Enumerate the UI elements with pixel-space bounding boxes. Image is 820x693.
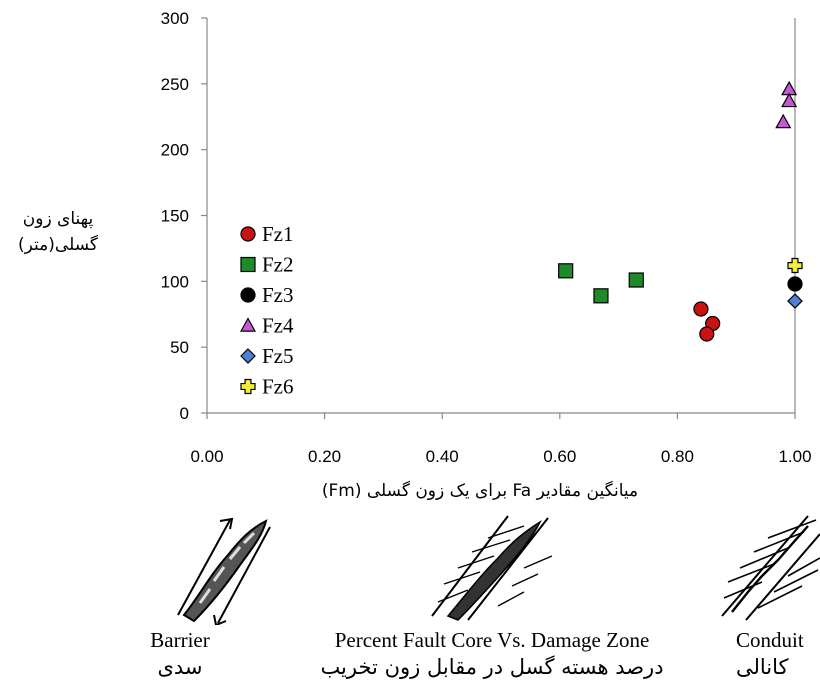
- fault-core-caption: Percent Fault Core Vs. Damage Zone درصد …: [262, 628, 722, 682]
- y-tick-label: 50: [170, 338, 189, 357]
- data-points: [558, 80, 803, 342]
- conduit-fault-sketch: [721, 515, 820, 621]
- barrier-label-en: Barrier: [150, 628, 210, 652]
- data-point-fz6: [787, 257, 803, 274]
- legend-label-fz5: Fz5: [262, 344, 294, 368]
- fault-core-sketch: [431, 515, 553, 621]
- barrier-fault-sketch: [177, 517, 271, 625]
- y-tick-label: 300: [161, 9, 189, 28]
- legend-marker-fz5: [240, 348, 256, 364]
- y-axis-ticks: 0 50 100 150 200 250 300: [161, 9, 207, 423]
- y-axis-label: پهنای زون گسلی(متر): [0, 206, 116, 258]
- data-point-fz2: [593, 288, 609, 304]
- scatter-chart: 0 50 100 150 200 250 300 0.00 0.20 0.40 0.60 0.80 1…: [161, 9, 812, 466]
- y-tick-label: 250: [161, 75, 189, 94]
- legend-label-fz1: Fz1: [262, 222, 294, 246]
- legend: Fz1 Fz2 Fz3 Fz4 Fz5 Fz6: [239, 222, 294, 399]
- legend-label-fz3: Fz3: [262, 283, 294, 307]
- y-tick-label: 0: [180, 404, 189, 423]
- y-tick-label: 150: [161, 207, 189, 226]
- data-point-fz4: [775, 113, 792, 129]
- y-axis-label-line1: پهنای زون: [22, 209, 94, 229]
- data-point-fz1: [699, 326, 715, 342]
- plot-frame: [206, 18, 796, 414]
- x-axis-ticks: 0.00 0.20 0.40 0.60 0.80 1.00: [190, 413, 812, 466]
- barrier-caption: Barrier سدی: [125, 628, 235, 682]
- legend-label-fz2: Fz2: [262, 253, 294, 277]
- x-axis-label: میانگین مقادیر Fa برای یک زون گسلی (Fm): [321, 481, 639, 501]
- fault-core-label-en: Percent Fault Core Vs. Damage Zone: [334, 628, 650, 652]
- fault-core-label-fa: درصد هسته گسل در مقابل زون تخریب: [320, 655, 664, 679]
- x-tick-label: 0.60: [543, 447, 576, 466]
- data-point-fz2: [628, 272, 644, 288]
- legend-marker-fz6: [240, 378, 256, 395]
- x-tick-label: 0.00: [190, 447, 223, 466]
- legend-marker-fz1: [240, 226, 256, 242]
- legend-marker-fz3: [240, 287, 256, 303]
- barrier-label-fa: سدی: [157, 655, 203, 679]
- y-tick-label: 200: [161, 141, 189, 160]
- legend-marker-fz2: [240, 256, 256, 273]
- data-point-fz1: [693, 301, 709, 317]
- legend-label-fz6: Fz6: [262, 375, 294, 399]
- data-point-fz4: [781, 92, 798, 108]
- x-tick-label: 0.20: [308, 447, 341, 466]
- conduit-label-en: Conduit: [736, 628, 804, 652]
- legend-marker-fz4: [239, 317, 257, 332]
- x-tick-label: 0.40: [426, 447, 459, 466]
- legend-label-fz4: Fz4: [262, 314, 294, 338]
- y-axis-label-line2: گسلی(متر): [18, 235, 98, 255]
- x-tick-label: 1.00: [778, 447, 811, 466]
- x-tick-label: 0.80: [661, 447, 694, 466]
- conduit-caption: Conduit کانالی: [736, 628, 820, 682]
- conduit-label-fa: کانالی: [736, 655, 789, 679]
- data-point-fz2: [558, 263, 574, 279]
- data-point-fz5: [787, 293, 803, 309]
- data-point-fz3: [787, 276, 803, 292]
- y-tick-label: 100: [161, 272, 189, 291]
